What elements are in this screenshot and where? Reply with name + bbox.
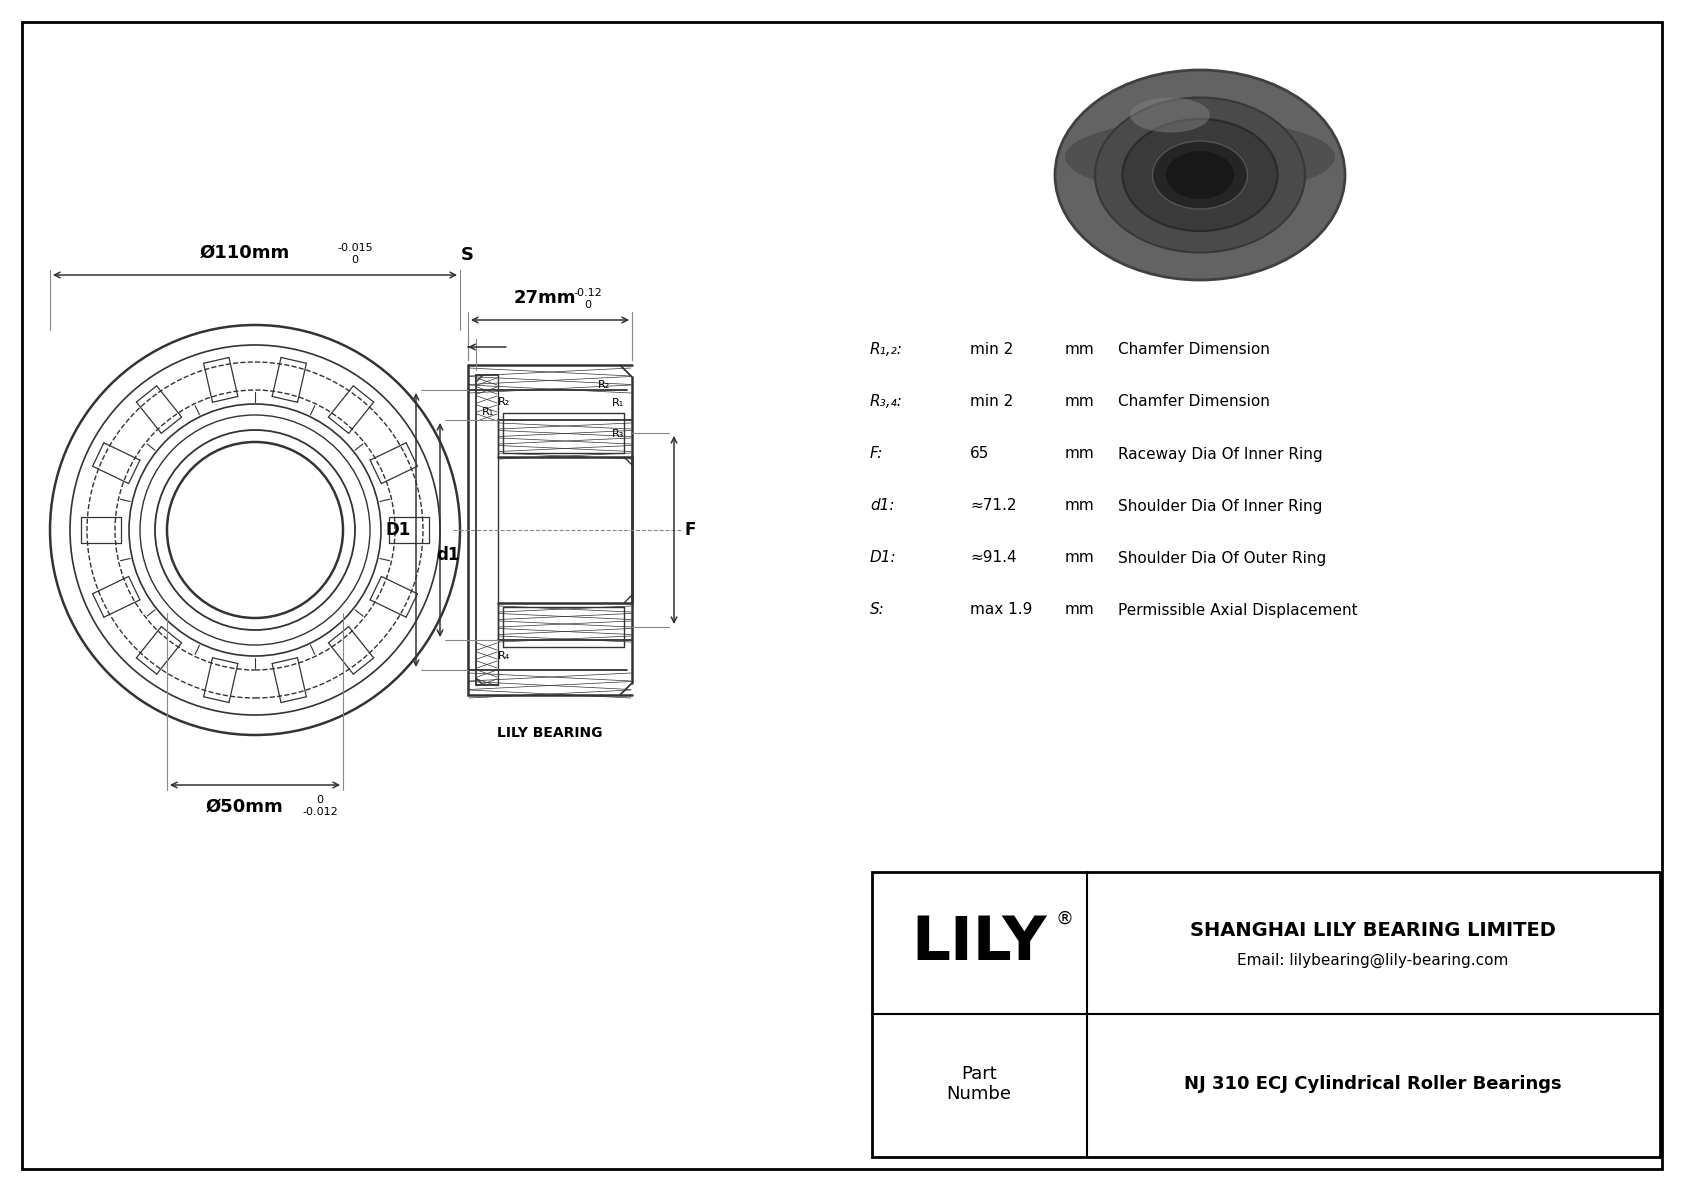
Text: mm: mm: [1064, 447, 1095, 461]
Text: Raceway Dia Of Inner Ring: Raceway Dia Of Inner Ring: [1118, 447, 1322, 461]
Text: Ø50mm: Ø50mm: [205, 798, 285, 816]
Text: 65: 65: [970, 447, 990, 461]
Text: -0.12: -0.12: [574, 288, 603, 298]
Text: D1: D1: [386, 520, 411, 540]
Text: mm: mm: [1064, 603, 1095, 617]
Text: R₃: R₃: [611, 429, 625, 439]
Text: ®: ®: [1054, 910, 1073, 928]
Text: 27mm: 27mm: [514, 289, 576, 307]
Text: R₁,₂:: R₁,₂:: [871, 343, 903, 357]
Text: max 1.9: max 1.9: [970, 603, 1032, 617]
Text: D1:: D1:: [871, 550, 896, 566]
Text: -0.015: -0.015: [337, 243, 372, 252]
Text: mm: mm: [1064, 499, 1095, 513]
Text: S: S: [460, 247, 473, 264]
Text: d1: d1: [436, 545, 460, 565]
Text: SHANGHAI LILY BEARING LIMITED: SHANGHAI LILY BEARING LIMITED: [1191, 921, 1556, 940]
Text: S:: S:: [871, 603, 884, 617]
Text: mm: mm: [1064, 550, 1095, 566]
Text: Chamfer Dimension: Chamfer Dimension: [1118, 343, 1270, 357]
Text: Ø110mm: Ø110mm: [200, 244, 290, 262]
Text: mm: mm: [1064, 343, 1095, 357]
Bar: [872, 872, 1660, 1156]
Text: Part
Numbe: Part Numbe: [946, 1065, 1012, 1103]
Text: Email: lilybearing@lily-bearing.com: Email: lilybearing@lily-bearing.com: [1238, 953, 1509, 967]
Text: min 2: min 2: [970, 343, 1014, 357]
Text: 0: 0: [584, 300, 591, 310]
Text: ≈91.4: ≈91.4: [970, 550, 1017, 566]
Text: R₁: R₁: [482, 407, 493, 417]
Text: R₃,₄:: R₃,₄:: [871, 394, 903, 410]
Text: R₄: R₄: [498, 651, 510, 661]
Text: F: F: [684, 520, 695, 540]
Ellipse shape: [1123, 119, 1278, 231]
Ellipse shape: [1054, 70, 1346, 280]
Text: Shoulder Dia Of Inner Ring: Shoulder Dia Of Inner Ring: [1118, 499, 1322, 513]
Text: -0.012: -0.012: [301, 807, 338, 817]
Ellipse shape: [1165, 151, 1234, 199]
Ellipse shape: [1130, 98, 1211, 132]
Text: NJ 310 ECJ Cylindrical Roller Bearings: NJ 310 ECJ Cylindrical Roller Bearings: [1184, 1075, 1561, 1093]
Text: R₂: R₂: [598, 380, 610, 389]
Text: R₂: R₂: [498, 397, 510, 407]
Ellipse shape: [1152, 141, 1248, 208]
Text: d1:: d1:: [871, 499, 894, 513]
Text: 0: 0: [317, 796, 323, 805]
Text: 0: 0: [352, 255, 359, 266]
Text: F:: F:: [871, 447, 884, 461]
Text: LILY: LILY: [911, 913, 1047, 973]
Text: ≈71.2: ≈71.2: [970, 499, 1017, 513]
Text: Shoulder Dia Of Outer Ring: Shoulder Dia Of Outer Ring: [1118, 550, 1327, 566]
Ellipse shape: [1064, 119, 1335, 194]
Text: R₁: R₁: [611, 398, 625, 409]
Text: Chamfer Dimension: Chamfer Dimension: [1118, 394, 1270, 410]
Text: Permissible Axial Displacement: Permissible Axial Displacement: [1118, 603, 1357, 617]
Text: LILY BEARING: LILY BEARING: [497, 727, 603, 740]
Text: min 2: min 2: [970, 394, 1014, 410]
Ellipse shape: [1095, 98, 1305, 252]
Text: mm: mm: [1064, 394, 1095, 410]
